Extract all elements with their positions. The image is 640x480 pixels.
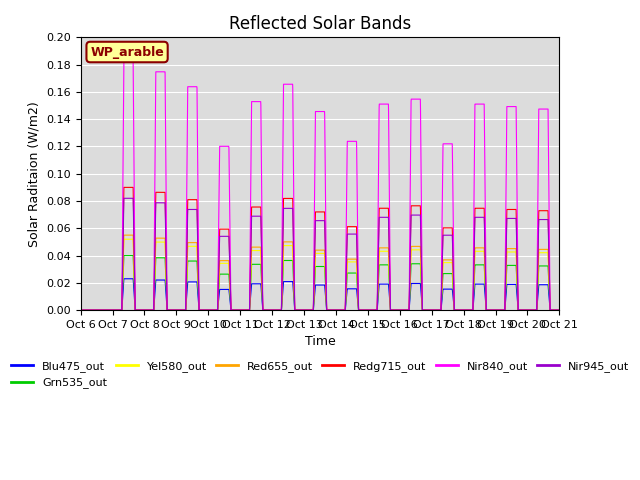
Red655_out: [132, 307, 140, 313]
Nir840_out: [547, 307, 554, 313]
Blu475_out: [260, 307, 268, 313]
Yel580_out: [495, 307, 502, 313]
Grn535_out: [77, 307, 84, 313]
Blu475_out: [495, 307, 502, 313]
Nir945_out: [281, 205, 289, 211]
Blu475_out: [160, 277, 168, 283]
Legend: Blu475_out, Grn535_out, Yel580_out, Red655_out, Redg715_out, Nir840_out, Nir945_: Blu475_out, Grn535_out, Yel580_out, Red6…: [6, 357, 634, 393]
Red655_out: [260, 307, 268, 313]
Line: Grn535_out: Grn535_out: [81, 255, 559, 310]
Nir945_out: [556, 307, 563, 313]
Red655_out: [120, 232, 128, 238]
Red655_out: [77, 307, 84, 313]
Nir840_out: [160, 69, 168, 75]
Nir840_out: [260, 307, 268, 313]
Grn535_out: [547, 307, 554, 313]
Nir945_out: [260, 307, 268, 313]
Grn535_out: [160, 255, 168, 261]
Blu475_out: [132, 307, 140, 313]
X-axis label: Time: Time: [305, 336, 335, 348]
Yel580_out: [120, 236, 128, 242]
Redg715_out: [160, 190, 168, 195]
Line: Redg715_out: Redg715_out: [81, 187, 559, 310]
Grn535_out: [556, 307, 563, 313]
Redg715_out: [556, 307, 563, 313]
Nir945_out: [77, 307, 84, 313]
Nir945_out: [495, 307, 502, 313]
Redg715_out: [132, 307, 140, 313]
Blu475_out: [281, 279, 289, 285]
Grn535_out: [495, 307, 502, 313]
Redg715_out: [547, 307, 554, 313]
Nir840_out: [77, 307, 84, 313]
Grn535_out: [132, 307, 140, 313]
Red655_out: [495, 307, 502, 313]
Red655_out: [547, 307, 554, 313]
Yel580_out: [260, 307, 268, 313]
Yel580_out: [160, 239, 168, 245]
Yel580_out: [556, 307, 563, 313]
Blu475_out: [77, 307, 84, 313]
Nir840_out: [495, 307, 502, 313]
Yel580_out: [547, 307, 554, 313]
Nir840_out: [556, 307, 563, 313]
Redg715_out: [281, 195, 289, 201]
Grn535_out: [120, 252, 128, 258]
Blu475_out: [556, 307, 563, 313]
Redg715_out: [260, 307, 268, 313]
Yel580_out: [281, 243, 289, 249]
Line: Nir840_out: Nir840_out: [81, 62, 559, 310]
Blu475_out: [120, 276, 128, 282]
Nir945_out: [132, 307, 140, 313]
Y-axis label: Solar Raditaion (W/m2): Solar Raditaion (W/m2): [28, 101, 40, 247]
Nir945_out: [160, 200, 168, 205]
Line: Yel580_out: Yel580_out: [81, 239, 559, 310]
Red655_out: [160, 235, 168, 241]
Nir840_out: [120, 59, 128, 65]
Yel580_out: [77, 307, 84, 313]
Nir945_out: [547, 307, 554, 313]
Nir840_out: [132, 307, 140, 313]
Nir945_out: [120, 195, 128, 201]
Redg715_out: [77, 307, 84, 313]
Grn535_out: [260, 307, 268, 313]
Grn535_out: [281, 258, 289, 264]
Red655_out: [281, 239, 289, 245]
Title: Reflected Solar Bands: Reflected Solar Bands: [229, 15, 411, 33]
Line: Nir945_out: Nir945_out: [81, 198, 559, 310]
Line: Blu475_out: Blu475_out: [81, 279, 559, 310]
Blu475_out: [547, 307, 554, 313]
Redg715_out: [120, 184, 128, 190]
Yel580_out: [132, 307, 140, 313]
Text: WP_arable: WP_arable: [90, 46, 164, 59]
Redg715_out: [495, 307, 502, 313]
Line: Red655_out: Red655_out: [81, 235, 559, 310]
Nir840_out: [281, 81, 289, 87]
Red655_out: [556, 307, 563, 313]
